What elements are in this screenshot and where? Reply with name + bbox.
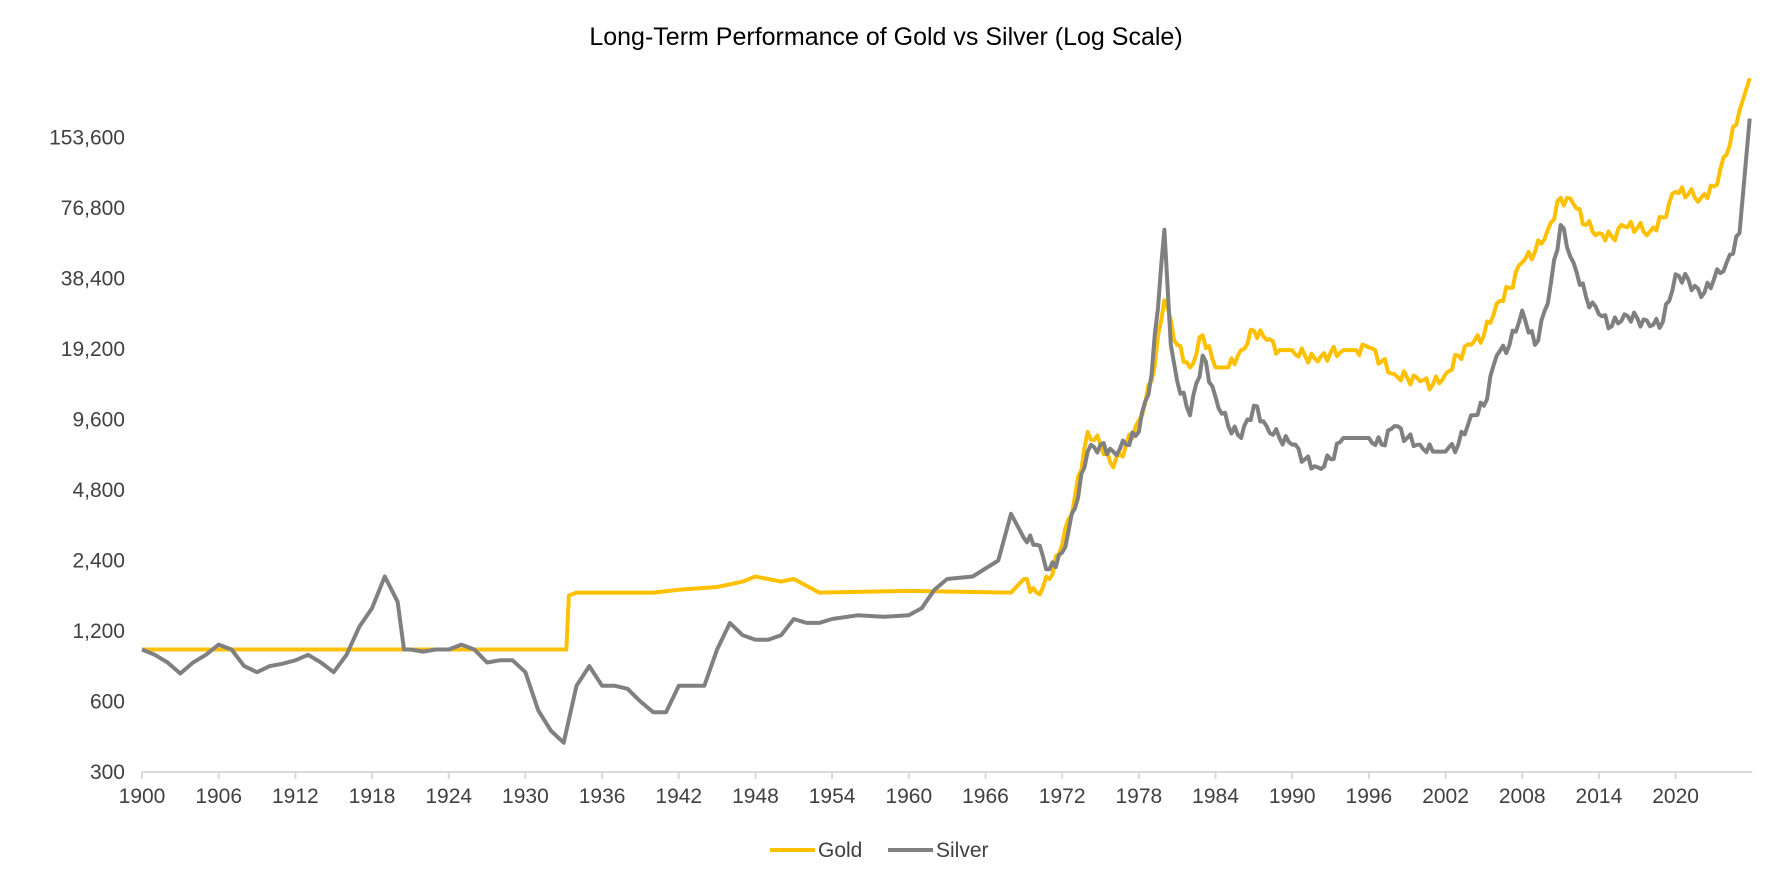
x-tick-label: 1984 xyxy=(1192,785,1239,808)
y-tick-label: 38,400 xyxy=(61,268,125,291)
y-axis: 300 600 1,200 2,400 4,800 9,600 19,200 38,400 76… xyxy=(49,127,125,785)
x-tick-label: 1972 xyxy=(1039,785,1086,808)
y-tick-label: 1,200 xyxy=(72,620,125,643)
legend-label-gold: Gold xyxy=(818,839,862,862)
chart-title: Long-Term Performance of Gold vs Silver … xyxy=(589,23,1182,51)
x-tick-label: 1906 xyxy=(195,785,242,808)
series-line-silver xyxy=(141,118,1752,745)
x-tick-label: 2002 xyxy=(1422,785,1469,808)
x-tick-label: 1942 xyxy=(655,785,702,808)
y-tick-label: 19,200 xyxy=(61,338,125,361)
x-axis: 1900 1906 1912 1918 1924 1930 1936 1942 1948 1954… xyxy=(119,771,1753,808)
x-tick-label: 1948 xyxy=(732,785,779,808)
y-tick-label: 300 xyxy=(90,761,125,784)
x-tick-label: 1918 xyxy=(349,785,396,808)
x-tick-label: 1960 xyxy=(885,785,932,808)
x-tick-label: 1954 xyxy=(809,785,856,808)
legend: Gold Silver xyxy=(770,839,989,862)
x-tick-label: 2020 xyxy=(1652,785,1699,808)
x-tick-label: 1930 xyxy=(502,785,549,808)
x-tick-label: 1978 xyxy=(1115,785,1162,808)
x-tick-label: 1924 xyxy=(425,785,472,808)
y-tick-label: 153,600 xyxy=(49,127,125,150)
x-tick-label: 1996 xyxy=(1346,785,1393,808)
x-tick-label: 2014 xyxy=(1576,785,1623,808)
y-tick-label: 9,600 xyxy=(72,409,125,432)
y-tick-label: 76,800 xyxy=(61,197,125,220)
y-tick-label: 4,800 xyxy=(72,479,125,502)
series-line-gold xyxy=(142,77,1752,652)
y-tick-label: 2,400 xyxy=(72,550,125,573)
x-tick-label: 1936 xyxy=(579,785,626,808)
x-tick-label: 1966 xyxy=(962,785,1009,808)
x-tick-label: 1912 xyxy=(272,785,319,808)
x-tick-label: 1990 xyxy=(1269,785,1316,808)
legend-label-silver: Silver xyxy=(936,839,989,862)
y-tick-label: 600 xyxy=(90,691,125,714)
plot-area xyxy=(141,77,1752,745)
x-tick-label: 2008 xyxy=(1499,785,1546,808)
x-tick-label: 1900 xyxy=(119,785,166,808)
